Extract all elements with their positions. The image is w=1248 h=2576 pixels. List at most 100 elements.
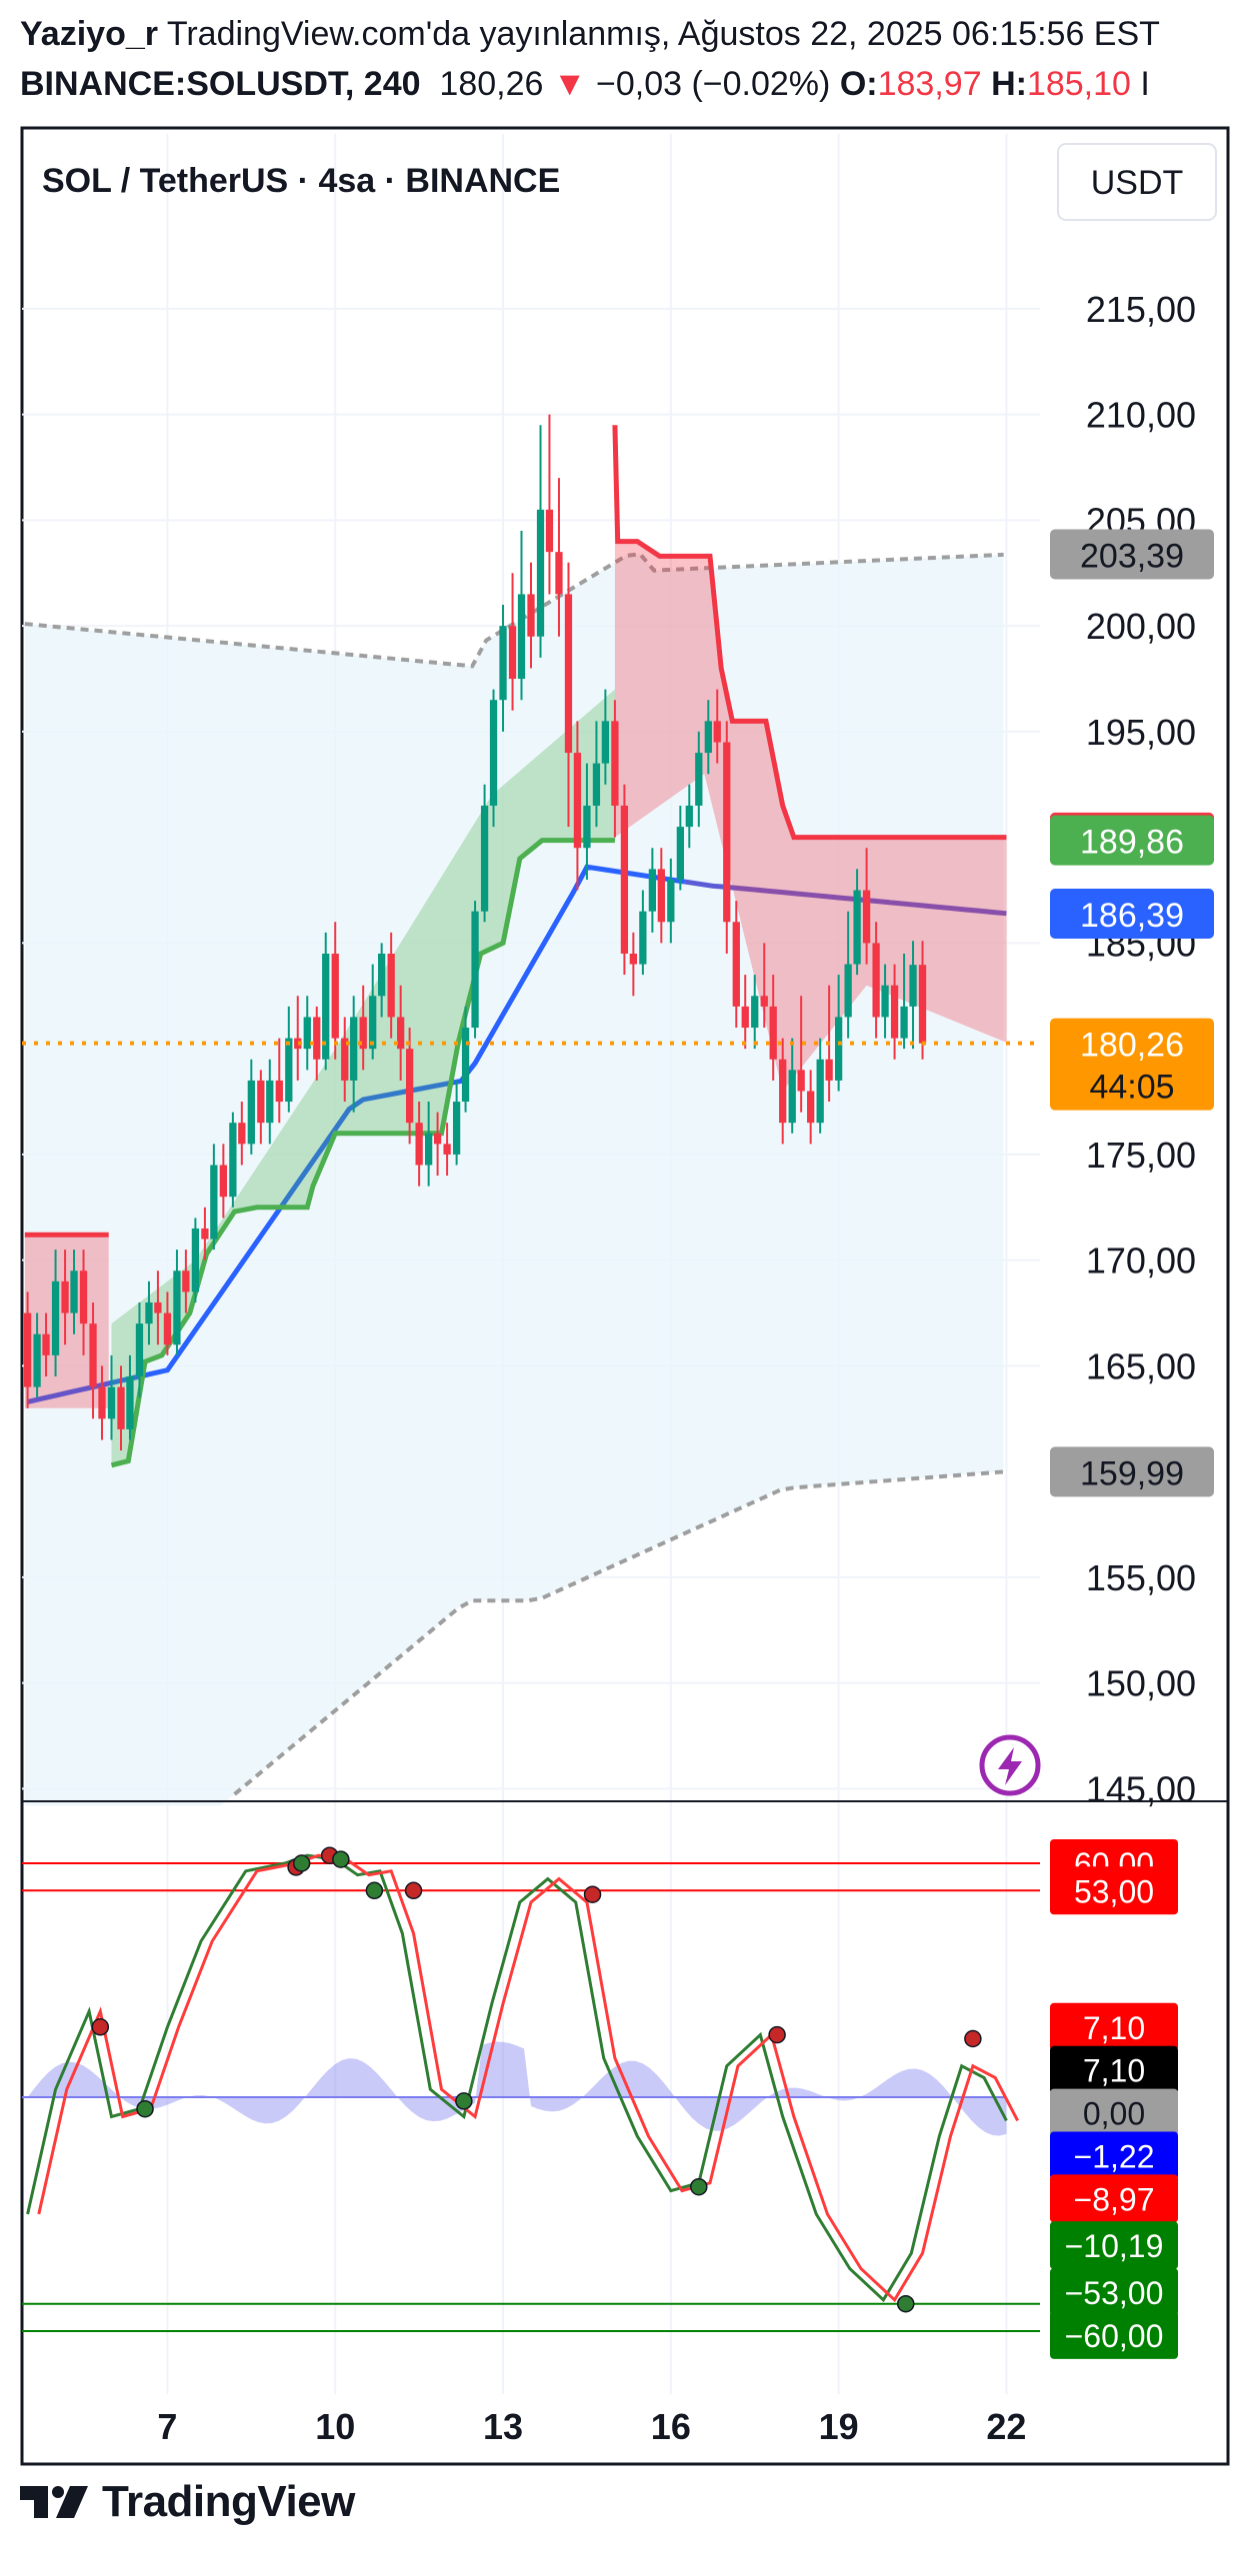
candle xyxy=(890,964,899,1060)
candle xyxy=(79,1250,88,1355)
oscillator-label: 0,00 xyxy=(1083,2096,1145,2132)
candle-body xyxy=(797,1070,805,1092)
candle xyxy=(527,562,535,669)
envelope-upper-line xyxy=(24,552,1004,669)
candle-body xyxy=(210,1165,218,1240)
candle xyxy=(555,478,563,637)
oscillator-label: −1,22 xyxy=(1074,2139,1155,2175)
candle xyxy=(173,1250,181,1355)
candle-body xyxy=(545,509,554,553)
candle xyxy=(98,1365,106,1440)
candle-body xyxy=(341,1038,349,1081)
candle-body xyxy=(285,1038,293,1103)
candle-body xyxy=(461,1028,470,1103)
candle-body xyxy=(378,954,386,997)
candle-body xyxy=(117,1386,125,1429)
oscillator-label-bg xyxy=(1050,2268,1178,2316)
candle xyxy=(816,1038,824,1134)
candle-body xyxy=(425,1133,433,1166)
candle xyxy=(583,763,591,880)
candle xyxy=(331,922,339,1060)
y-tick-label: 200,00 xyxy=(1086,606,1196,647)
candle-body xyxy=(350,1017,358,1081)
symbol-name[interactable]: BINANCE:SOLUSDT, 240 xyxy=(20,65,421,103)
candle xyxy=(788,1038,796,1134)
author-name[interactable]: Yaziyo_r xyxy=(20,15,158,53)
candle xyxy=(145,1281,153,1345)
candle xyxy=(70,1250,78,1334)
candle xyxy=(807,1070,815,1145)
candle xyxy=(508,573,517,711)
candle-body xyxy=(61,1281,69,1313)
candle xyxy=(489,689,498,828)
candle xyxy=(741,975,749,1050)
oscillator-label-bg xyxy=(1050,2221,1178,2270)
candle-body xyxy=(909,965,917,1007)
candle-body xyxy=(779,1059,787,1124)
candle xyxy=(872,922,880,1039)
y-tick-label: 150,00 xyxy=(1086,1663,1196,1704)
candle-body xyxy=(191,1228,200,1292)
candle-body xyxy=(219,1165,227,1198)
candle-body xyxy=(452,1102,461,1155)
candle-body xyxy=(527,594,535,637)
oscillator-cross-dot xyxy=(365,1881,384,1900)
candle xyxy=(443,1123,451,1177)
candle xyxy=(751,975,759,1050)
candle-body xyxy=(611,721,619,806)
high-value: 185,10 xyxy=(1026,65,1131,103)
candle xyxy=(601,689,610,785)
candle xyxy=(545,414,554,595)
candle xyxy=(303,996,311,1071)
lightning-glyph-icon xyxy=(998,1747,1022,1785)
candle xyxy=(247,1059,255,1155)
x-tick-label: 7 xyxy=(157,2406,177,2447)
candle xyxy=(853,869,861,976)
candle xyxy=(405,1028,414,1145)
candle xyxy=(61,1250,69,1345)
envelope-lower-line xyxy=(233,1469,1004,1796)
candle xyxy=(592,721,601,828)
candle xyxy=(676,805,684,891)
candle-body xyxy=(685,805,693,828)
candle xyxy=(42,1312,50,1376)
candle xyxy=(900,954,908,1050)
candle xyxy=(620,784,629,976)
tradingview-logo[interactable]: TradingView xyxy=(18,2477,355,2527)
open-value: 183,97 xyxy=(877,65,982,103)
candle xyxy=(629,932,637,997)
candle-body xyxy=(33,1333,41,1387)
candle-body xyxy=(751,996,759,1029)
candle xyxy=(480,784,489,923)
oscillator-label: −53,00 xyxy=(1065,2275,1164,2311)
candle xyxy=(285,1006,293,1113)
candle xyxy=(536,425,545,658)
candle-body xyxy=(676,827,684,880)
oscillator-label-bg xyxy=(1050,2002,1178,2051)
candle-body xyxy=(107,1386,116,1419)
candle-body xyxy=(667,879,675,923)
candle xyxy=(862,848,871,965)
candle-body xyxy=(657,869,665,923)
candle xyxy=(275,1038,283,1124)
oscillator-cross-dot xyxy=(768,2025,786,2044)
candle-body xyxy=(723,742,731,923)
candle-body xyxy=(881,985,889,1018)
oscillator-area xyxy=(27,2041,1007,2136)
moving-average-blue xyxy=(27,864,686,1404)
oscillator-cross-dot xyxy=(964,2029,982,2048)
candle xyxy=(760,943,768,1029)
oscillator-cross-dot xyxy=(690,2177,708,2196)
candle xyxy=(639,890,647,976)
candle-body xyxy=(769,1006,777,1060)
candle xyxy=(266,1059,274,1145)
oscillator-label-bg xyxy=(1050,2045,1178,2094)
candle xyxy=(611,700,619,838)
tradingview-logo-icon xyxy=(20,2486,88,2518)
supertrend-up-fill xyxy=(111,689,615,1465)
candle xyxy=(350,996,358,1113)
candle xyxy=(313,1006,321,1081)
x-tick-label: 10 xyxy=(315,2406,355,2447)
candle xyxy=(89,1301,97,1419)
